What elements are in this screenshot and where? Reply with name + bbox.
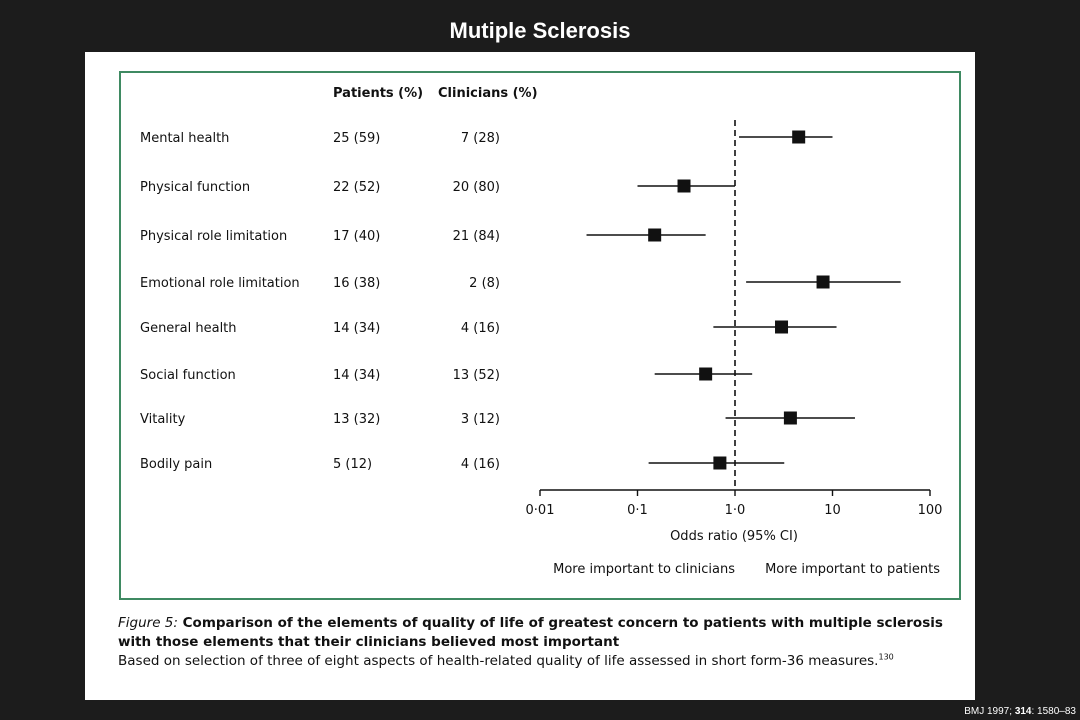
- row-label: Physical function: [140, 180, 250, 195]
- row-label: Social function: [140, 368, 236, 383]
- citation-journal: BMJ 1997;: [964, 706, 1015, 717]
- patients-value: 13 (32): [333, 412, 380, 427]
- citation-volume: 314: [1014, 706, 1032, 717]
- row-label: Physical role limitation: [140, 229, 287, 244]
- row-label: Vitality: [140, 412, 186, 427]
- right-direction-label: More important to patients: [765, 562, 940, 577]
- figure-panel: Patients (%) Clinicians (%) Mental health 2…: [85, 52, 975, 700]
- plot-border: [119, 71, 961, 600]
- figure-caption: Figure 5: Comparison of the elements of …: [118, 614, 963, 671]
- clinicians-value: 4 (16): [461, 457, 500, 472]
- figure-label: Figure 5:: [118, 615, 178, 631]
- patients-value: 17 (40): [333, 229, 380, 244]
- patients-column-header: Patients (%): [333, 86, 423, 101]
- patients-value: 14 (34): [333, 321, 380, 336]
- x-tick-label: 10: [824, 503, 841, 518]
- clinicians-column-header: Clinicians (%): [438, 86, 538, 101]
- clinicians-value: 3 (12): [461, 412, 500, 427]
- or-marker: [648, 228, 662, 242]
- caption-title-part-1: Comparison of the elements of quality of…: [177, 615, 943, 631]
- or-marker: [783, 411, 797, 425]
- clinicians-value: 7 (28): [461, 131, 500, 146]
- or-marker: [677, 179, 691, 193]
- row-label: Mental health: [140, 131, 229, 146]
- clinicians-value: 13 (52): [453, 368, 500, 383]
- clinicians-value: 2 (8): [469, 276, 500, 291]
- clinicians-value: 4 (16): [461, 321, 500, 336]
- or-marker: [699, 367, 713, 381]
- left-direction-label: More important to clinicians: [553, 562, 735, 577]
- x-tick-label: 0·1: [627, 503, 648, 518]
- slide-title: Mutiple Sclerosis: [449, 18, 631, 43]
- forest-plot: Patients (%) Clinicians (%) Mental health 2…: [119, 71, 961, 600]
- or-marker: [816, 275, 830, 289]
- citation: BMJ 1997; 314: 1580–83: [964, 706, 1076, 717]
- x-tick-label: 100: [918, 503, 943, 518]
- row-label: General health: [140, 321, 237, 336]
- caption-line-3: Based on selection of three of eight asp…: [118, 652, 963, 671]
- or-marker: [713, 456, 727, 470]
- patients-value: 16 (38): [333, 276, 380, 291]
- patients-value: 22 (52): [333, 180, 380, 195]
- clinicians-value: 21 (84): [453, 229, 500, 244]
- clinicians-value: 20 (80): [453, 180, 500, 195]
- patients-value: 5 (12): [333, 457, 372, 472]
- x-axis-title: Odds ratio (95% CI): [670, 529, 798, 544]
- citation-pages: : 1580–83: [1031, 706, 1077, 717]
- patients-value: 14 (34): [333, 368, 380, 383]
- or-marker: [792, 130, 806, 144]
- caption-reference: 130: [878, 652, 894, 662]
- patients-value: 25 (59): [333, 131, 380, 146]
- caption-line-2: with those elements that their clinician…: [118, 634, 620, 650]
- caption-line-1: Figure 5: Comparison of the elements of …: [118, 614, 963, 633]
- or-marker: [775, 320, 789, 334]
- x-tick-label: 1·0: [725, 503, 746, 518]
- caption-note: Based on selection of three of eight asp…: [118, 653, 879, 669]
- row-label: Emotional role limitation: [140, 276, 300, 291]
- row-label: Bodily pain: [140, 457, 212, 472]
- x-tick-label: 0·01: [526, 503, 555, 518]
